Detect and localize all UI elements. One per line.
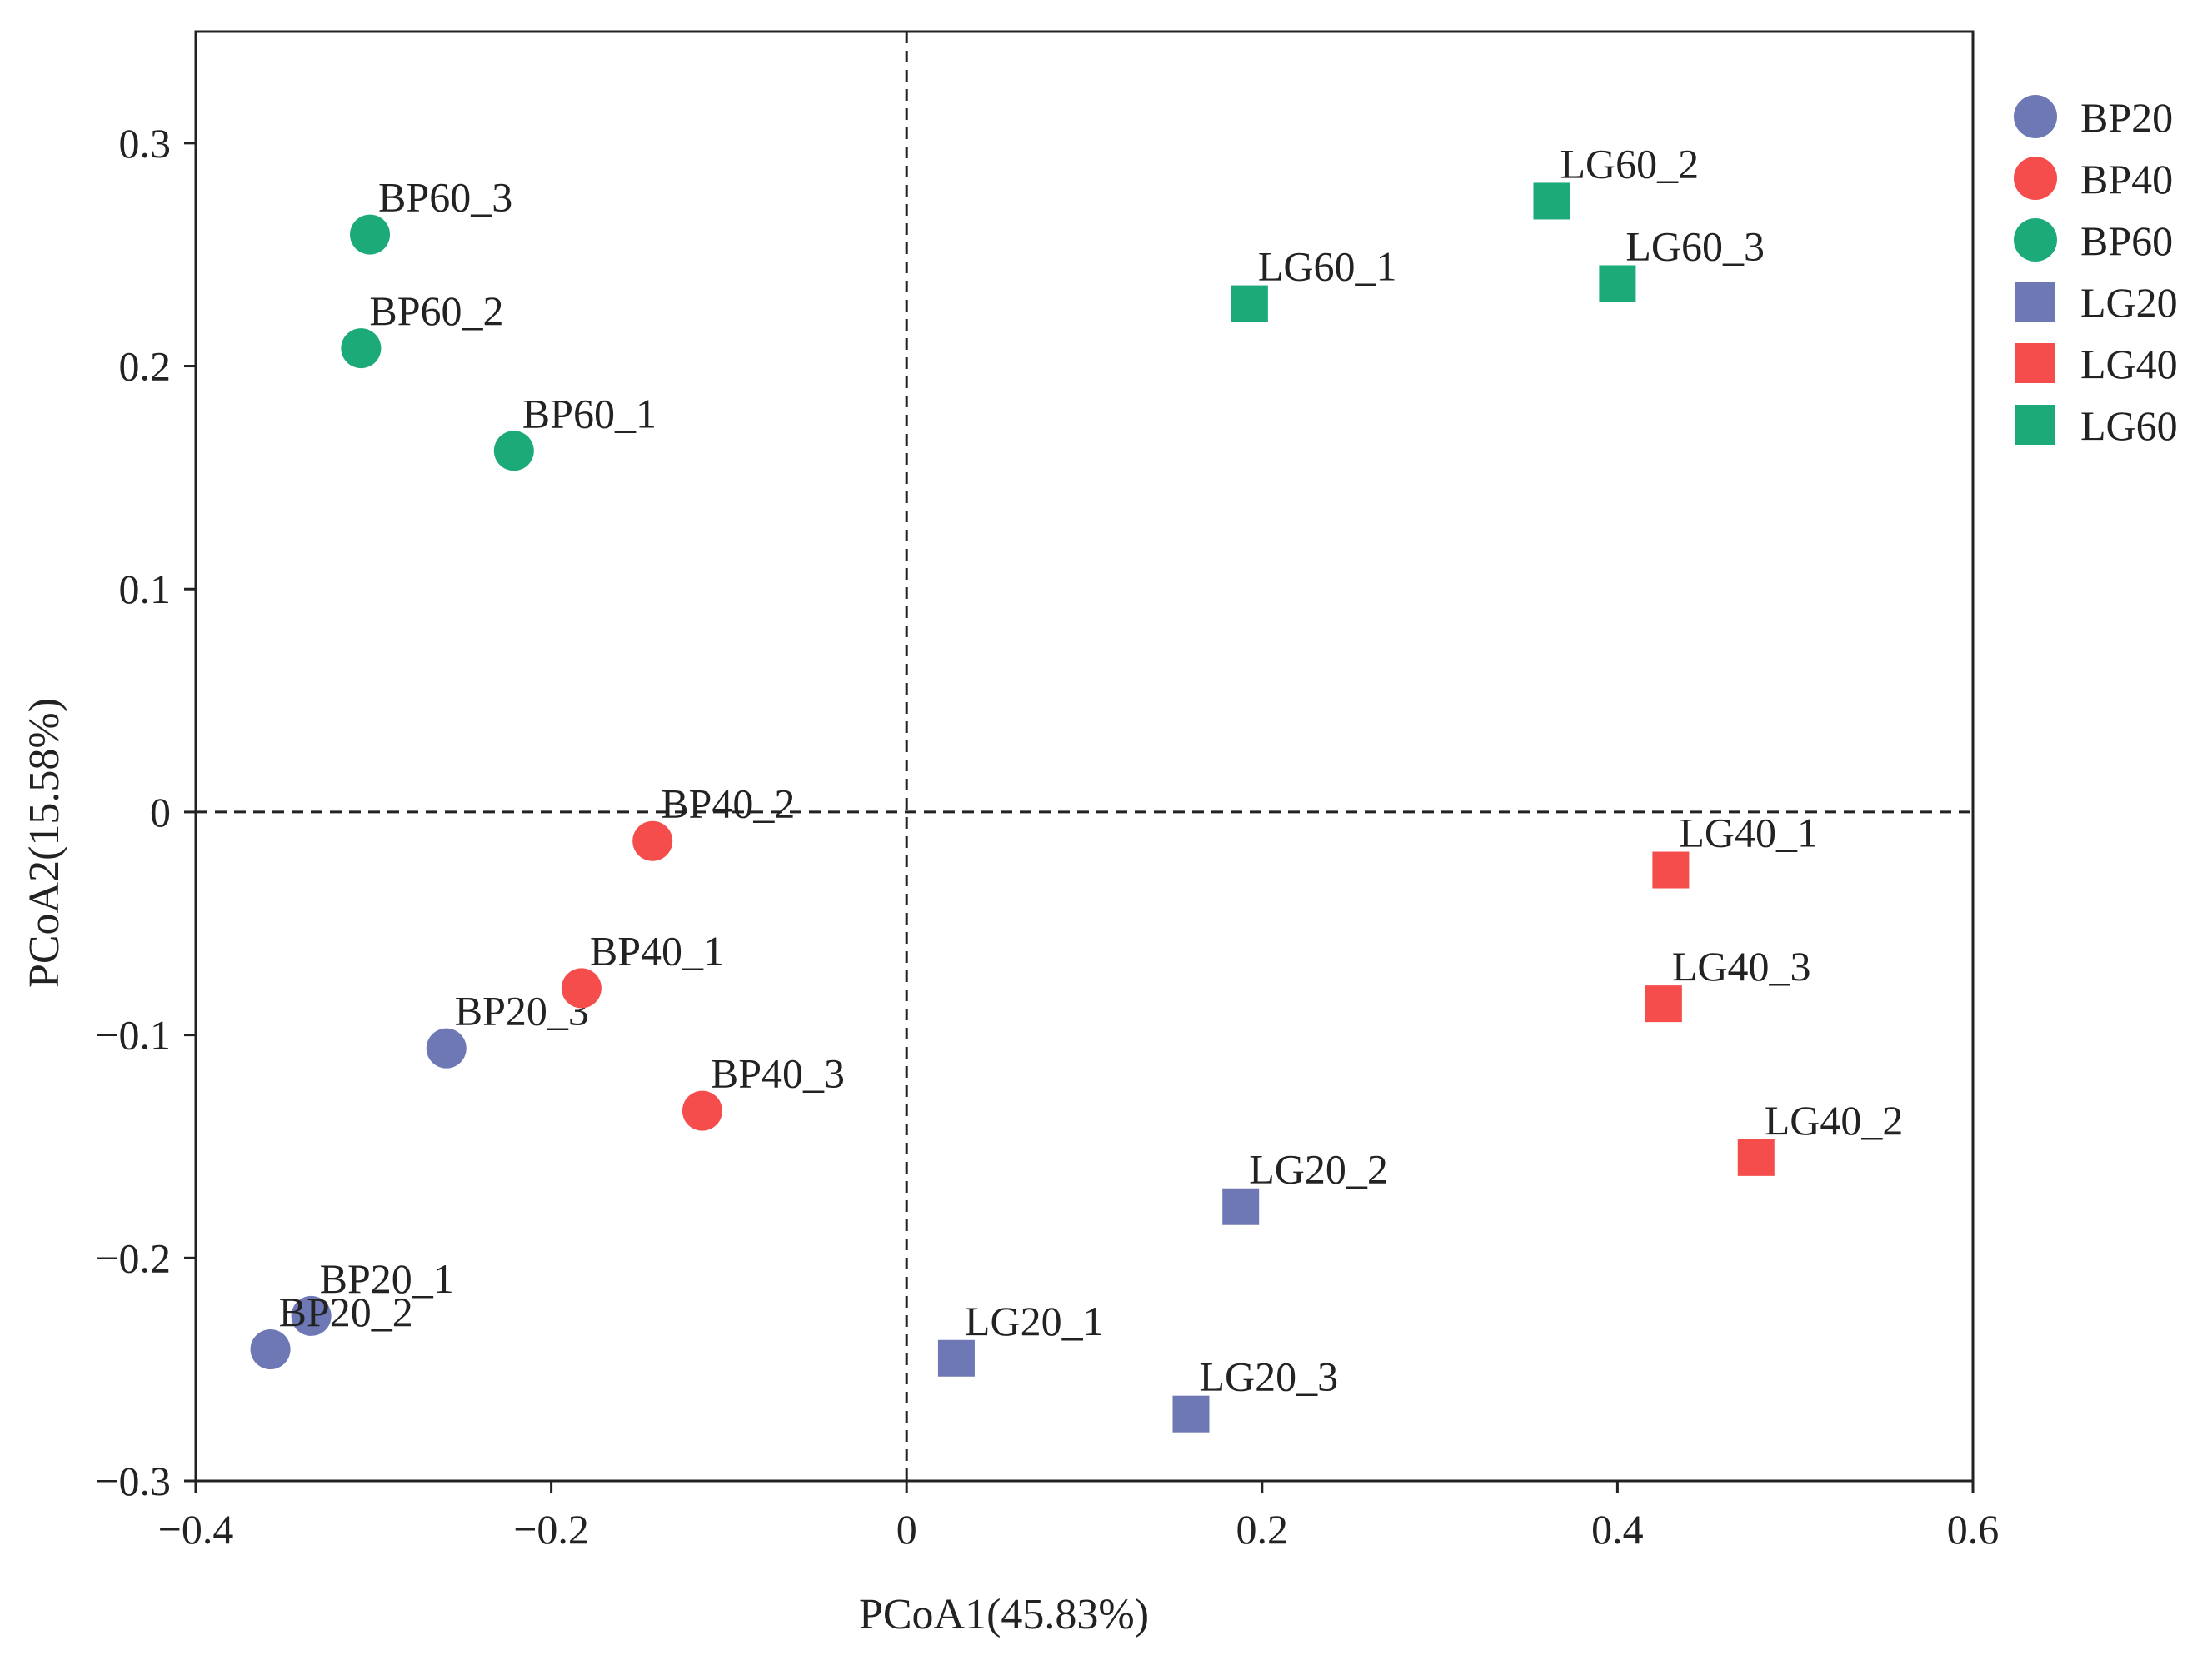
plot-frame [194, 30, 1975, 1483]
legend-label-bp60: BP60 [2080, 217, 2173, 264]
legend-marker-lg40 [2015, 343, 2055, 383]
y-tick-label: −0.2 [95, 1234, 171, 1281]
point-label: BP60_3 [378, 174, 512, 221]
point-label: BP40_1 [590, 927, 724, 974]
y-tick-label: 0 [150, 789, 171, 835]
legend-label-lg40: LG40 [2080, 341, 2178, 387]
legend-marker-lg60 [2015, 405, 2055, 445]
point-bp40-2 [632, 820, 673, 861]
y-tick-label: −0.3 [95, 1458, 171, 1504]
point-label: LG60_1 [1258, 243, 1397, 290]
legend-marker-bp60 [2014, 218, 2057, 262]
legend-label-lg60: LG60 [2080, 402, 2178, 449]
legend-marker-bp20 [2014, 95, 2057, 138]
legend-marker-bp40 [2014, 157, 2057, 200]
point-label: LG20_1 [965, 1298, 1104, 1344]
legend-marker-lg20 [2015, 282, 2055, 322]
point-lg60-1 [1231, 285, 1268, 322]
y-tick-label: −0.1 [95, 1012, 171, 1059]
legend-label-bp40: BP40 [2080, 156, 2173, 202]
x-tick-label: −0.2 [513, 1506, 589, 1553]
y-tick-label: 0.2 [119, 343, 172, 390]
point-label: LG20_3 [1199, 1353, 1338, 1400]
legend-label-bp20: BP20 [2080, 94, 2173, 141]
point-lg40-3 [1645, 985, 1682, 1023]
point-bp20-3 [426, 1028, 467, 1069]
x-tick-label: 0 [896, 1506, 917, 1553]
point-bp60-1 [493, 431, 534, 471]
y-tick-label: 0.3 [119, 120, 172, 167]
point-bp60-2 [341, 328, 382, 369]
point-lg20-2 [1222, 1188, 1260, 1225]
point-label: BP20_1 [320, 1255, 454, 1302]
point-lg40-2 [1737, 1139, 1775, 1176]
x-tick-label: 0.4 [1591, 1506, 1644, 1553]
y-axis-title: PCoA2(15.58%) [21, 698, 68, 988]
legend: BP20 BP40 BP60 LG20 LG40 LG60 [2014, 94, 2178, 449]
point-lg20-1 [937, 1339, 975, 1377]
point-label: BP40_3 [711, 1050, 845, 1097]
point-label: LG60_2 [1560, 140, 1699, 187]
point-label: LG40_3 [1672, 943, 1811, 990]
point-bp40-1 [561, 968, 602, 1009]
point-label: LG60_3 [1625, 222, 1765, 269]
point-lg60-2 [1533, 182, 1570, 220]
point-bp40-3 [682, 1090, 722, 1131]
legend-label-lg20: LG20 [2080, 279, 2178, 326]
x-tick-label: −0.4 [158, 1506, 234, 1553]
point-label: BP40_2 [661, 780, 795, 827]
point-lg60-3 [1599, 265, 1636, 302]
point-label: BP60_2 [369, 287, 503, 334]
point-label: BP20_2 [279, 1289, 413, 1335]
point-lg40-1 [1652, 851, 1690, 889]
point-bp20-2 [250, 1329, 291, 1370]
plot-area: −0.4 −0.2 0 0.2 0.4 0.6 −0.3 −0.2 −0.1 0 0.1 0.2 0.3… [95, 30, 2000, 1553]
point-bp20-1 [291, 1295, 332, 1336]
point-label: LG40_1 [1679, 810, 1818, 856]
x-axis-title: PCoA1(45.83%) [859, 1591, 1149, 1638]
point-bp60-3 [350, 214, 391, 255]
point-label: LG20_2 [1249, 1146, 1388, 1193]
y-tick-label: 0.1 [119, 566, 172, 612]
x-tick-label: 0.6 [1947, 1506, 2000, 1553]
point-label: LG40_2 [1765, 1097, 1904, 1144]
point-lg20-3 [1172, 1395, 1210, 1433]
point-label: BP60_1 [522, 390, 657, 436]
x-tick-label: 0.2 [1236, 1506, 1289, 1553]
